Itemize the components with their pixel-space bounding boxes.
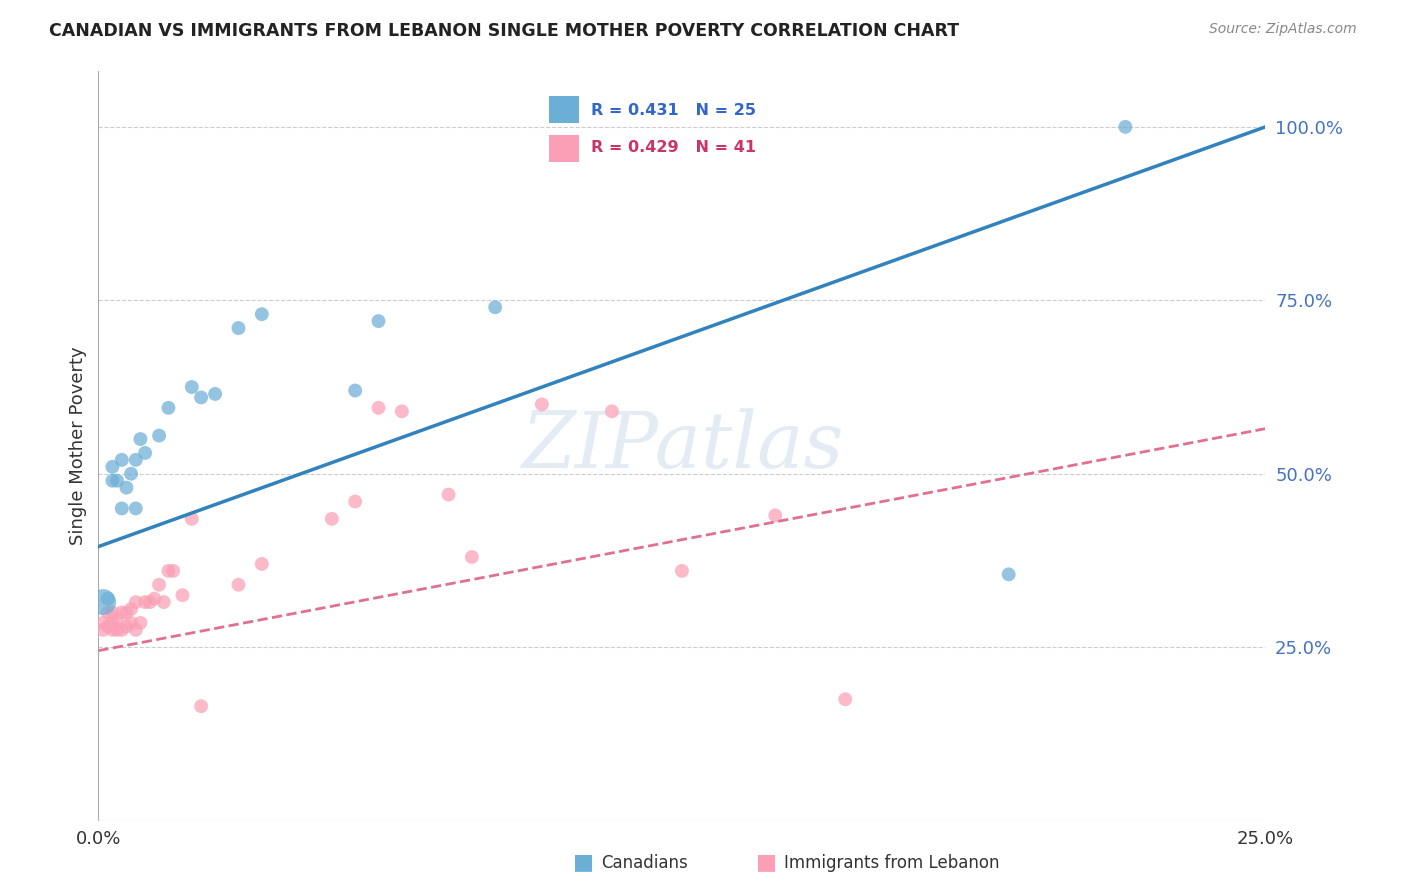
Point <box>97 619 120 633</box>
Point <box>162 564 184 578</box>
Point <box>97 591 120 606</box>
Point <box>997 567 1019 582</box>
Point <box>125 595 148 609</box>
Point <box>367 314 389 328</box>
Point <box>91 595 114 609</box>
Point <box>101 615 124 630</box>
Point <box>437 487 460 501</box>
Point <box>134 446 156 460</box>
Text: CANADIAN VS IMMIGRANTS FROM LEBANON SINGLE MOTHER POVERTY CORRELATION CHART: CANADIAN VS IMMIGRANTS FROM LEBANON SING… <box>49 22 959 40</box>
Point <box>834 692 856 706</box>
Point <box>125 453 148 467</box>
Point <box>97 606 120 620</box>
Point <box>139 595 162 609</box>
Point <box>111 606 134 620</box>
Point <box>157 564 180 578</box>
Point <box>344 494 367 508</box>
Point <box>148 428 170 442</box>
Point <box>228 578 250 592</box>
Point <box>367 401 389 415</box>
Point <box>1114 120 1136 134</box>
Point <box>250 557 273 571</box>
Point <box>91 615 114 630</box>
Point <box>105 623 128 637</box>
Text: Source: ZipAtlas.com: Source: ZipAtlas.com <box>1209 22 1357 37</box>
Point <box>115 606 138 620</box>
Point <box>250 307 273 321</box>
Point <box>111 501 134 516</box>
Y-axis label: Single Mother Poverty: Single Mother Poverty <box>69 347 87 545</box>
Point <box>111 453 134 467</box>
Point <box>530 397 553 411</box>
Text: ■: ■ <box>756 853 776 872</box>
Point <box>134 595 156 609</box>
Point <box>391 404 413 418</box>
Point <box>763 508 786 523</box>
Point <box>115 619 138 633</box>
Point <box>190 391 212 405</box>
Point <box>120 602 142 616</box>
Point <box>484 300 506 314</box>
Point <box>204 387 226 401</box>
Point <box>101 474 124 488</box>
Point <box>228 321 250 335</box>
Point <box>125 501 148 516</box>
Text: Immigrants from Lebanon: Immigrants from Lebanon <box>785 855 1000 872</box>
Point <box>125 623 148 637</box>
Point <box>129 615 152 630</box>
Point <box>91 623 114 637</box>
Point <box>129 432 152 446</box>
Point <box>344 384 367 398</box>
Point <box>321 512 343 526</box>
Point <box>180 512 202 526</box>
Point <box>101 623 124 637</box>
Point <box>180 380 202 394</box>
Point <box>105 474 128 488</box>
Text: ■: ■ <box>574 853 593 872</box>
Text: Canadians: Canadians <box>602 855 688 872</box>
Point <box>600 404 623 418</box>
Point <box>157 401 180 415</box>
Point <box>101 459 124 474</box>
Point <box>172 588 194 602</box>
Point <box>671 564 693 578</box>
Point <box>143 591 166 606</box>
Point <box>115 481 138 495</box>
Point <box>101 606 124 620</box>
Point <box>120 615 142 630</box>
Point <box>148 578 170 592</box>
Point <box>461 549 484 564</box>
Point <box>190 699 212 714</box>
Point <box>152 595 174 609</box>
Point <box>111 623 134 637</box>
Text: ZIPatlas: ZIPatlas <box>520 408 844 484</box>
Point <box>105 612 128 626</box>
Point <box>120 467 142 481</box>
